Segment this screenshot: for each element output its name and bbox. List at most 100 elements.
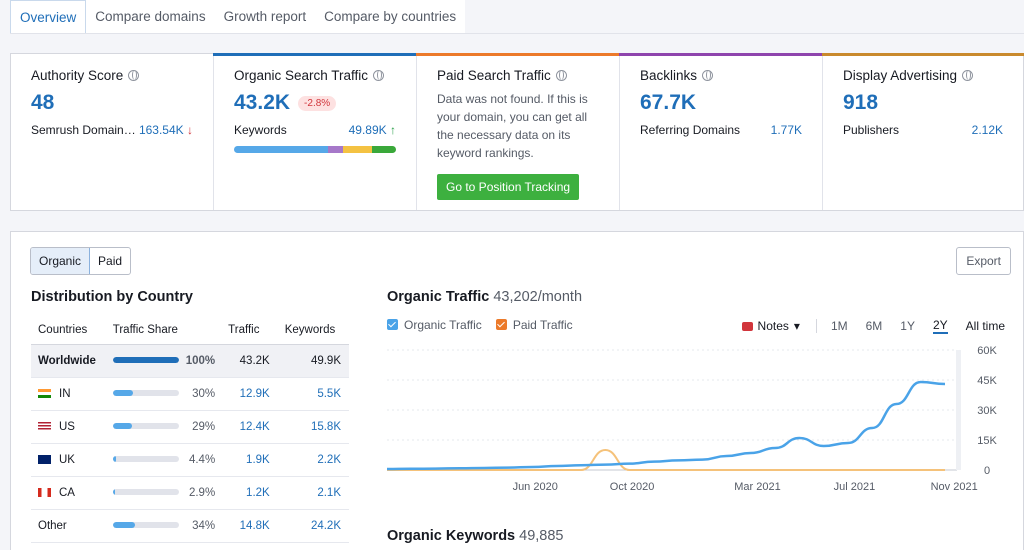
flag-uk-icon <box>38 454 51 464</box>
globe-icon <box>128 70 140 81</box>
checkbox-icon <box>387 319 398 330</box>
tab-compare-domains[interactable]: Compare domains <box>86 0 215 34</box>
traffic-value[interactable]: 1.9K <box>221 443 278 477</box>
x-tick-label: Jul 2021 <box>834 481 876 493</box>
tab-compare-by-countries[interactable]: Compare by countries <box>315 0 466 34</box>
traffic-share-value: 2.9% <box>178 476 222 510</box>
keywords-value[interactable]: 49.9K <box>277 344 349 378</box>
globe-icon <box>373 70 385 81</box>
traffic-delta-badge: -2.8% <box>298 95 337 111</box>
y-tick-label: 30K <box>977 405 997 417</box>
keywords-value[interactable]: 2.2K <box>277 443 349 477</box>
referring-domains-value[interactable]: 1.77K <box>770 123 802 137</box>
tabs-divider <box>10 33 1024 34</box>
traffic-share-value: 30% <box>178 377 222 411</box>
card-accent-line <box>213 53 417 56</box>
organic-traffic-title: Organic Traffic 43,202/month <box>387 289 582 305</box>
globe-icon <box>962 70 974 81</box>
notes-icon <box>741 321 753 331</box>
toggle-organic[interactable]: Organic <box>31 248 91 274</box>
keyword-segment <box>371 146 396 153</box>
country-name: CA <box>59 486 75 499</box>
legend-organic-traffic[interactable]: Organic Traffic <box>387 318 482 332</box>
organic-traffic-chart[interactable]: 0 15K 30K 45K 60K Jun 2020 Oct 2020 Mar 2021 Jul… <box>387 344 1015 494</box>
table-row[interactable]: US 29% 12.4K 15.8K <box>31 410 349 444</box>
arrow-down-icon: ↓ <box>187 123 193 137</box>
table-row[interactable]: UK 4.4% 1.9K 2.2K <box>31 443 349 477</box>
semrush-rank-value[interactable]: 163.54K <box>138 123 184 137</box>
authority-score-card[interactable]: Authority Score 48 Semrush Domain… 163.5… <box>11 54 214 210</box>
toggle-paid[interactable]: Paid <box>98 254 123 268</box>
paid-traffic-line[interactable] <box>387 448 945 471</box>
go-to-position-tracking-button[interactable]: Go to Position Tracking <box>437 174 580 200</box>
y-tick-label: 15K <box>977 435 997 447</box>
keyword-segment <box>234 146 328 153</box>
range-1y[interactable]: 1Y <box>900 319 915 333</box>
keywords-value[interactable]: 49.89K <box>348 123 387 137</box>
range-6m[interactable]: 6M <box>865 319 883 333</box>
legend-paid-traffic[interactable]: Paid Traffic <box>495 318 573 332</box>
report-tabs: Overview Compare domains Growth report C… <box>10 0 466 34</box>
x-tick-label: Oct 2020 <box>610 481 655 493</box>
organic-search-traffic-card[interactable]: Organic Search Traffic 43.2K -2.8% Keywor… <box>213 53 417 210</box>
backlinks-title: Backlinks <box>640 68 698 83</box>
traffic-value[interactable]: 1.2K <box>221 476 278 510</box>
table-header: Countries Traffic Share Traffic Keywords <box>31 317 349 345</box>
display-advertising-card[interactable]: Display Advertising 918 Publishers 2.12K <box>822 53 1024 210</box>
arrow-up-icon: ↑ <box>390 123 396 137</box>
organic-keywords-title: Organic Keywords 49,885 <box>387 528 563 544</box>
traffic-value[interactable]: 14.8K <box>221 509 278 543</box>
keywords-label: Keywords <box>234 123 287 137</box>
country-name: Worldwide <box>38 354 96 367</box>
organic-search-traffic-title: Organic Search Traffic <box>234 68 369 83</box>
keywords-value[interactable]: 5.5K <box>277 377 349 411</box>
tab-overview[interactable]: Overview <box>10 0 87 34</box>
organic-keywords-value: 49,885 <box>519 528 564 544</box>
organic-paid-toggle: Organic Paid <box>30 247 132 275</box>
table-row[interactable]: CA 2.9% 1.2K 2.1K <box>31 476 349 510</box>
traffic-value[interactable]: 43.2K <box>221 344 278 378</box>
legend-organic-label: Organic Traffic <box>404 318 482 332</box>
export-button[interactable]: Export <box>956 247 1011 275</box>
range-all-time[interactable]: All time <box>965 319 1005 333</box>
notes-dropdown[interactable]: Notes ▾ <box>741 319 800 333</box>
col-traffic-share: Traffic Share <box>105 317 222 345</box>
traffic-share-bar <box>112 357 179 364</box>
traffic-value[interactable]: 12.4K <box>221 410 278 444</box>
traffic-share-bar <box>112 489 179 496</box>
traffic-share-bar <box>112 390 179 397</box>
y-tick-label: 0 <box>984 465 990 477</box>
x-tick-label: Jun 2020 <box>513 481 558 493</box>
keyword-distribution-bar[interactable] <box>234 146 396 153</box>
display-advertising-value[interactable]: 918 <box>843 91 879 114</box>
traffic-share-value: 100% <box>178 344 222 378</box>
table-row[interactable]: Other 34% 14.8K 24.2K <box>31 509 349 543</box>
checkbox-icon <box>495 319 507 330</box>
range-2y[interactable]: 2Y <box>932 318 948 334</box>
globe-icon <box>702 70 714 81</box>
publishers-value[interactable]: 2.12K <box>971 123 1003 137</box>
backlinks-value[interactable]: 67.7K <box>640 91 697 114</box>
distribution-table: Countries Traffic Share Traffic Keywords… <box>31 317 349 543</box>
organic-traffic-monthly: 43,202/month <box>493 289 583 305</box>
col-countries: Countries <box>31 317 106 345</box>
chart-scroll-handle[interactable] <box>956 350 961 470</box>
flag-ca-icon <box>38 487 51 497</box>
organic-traffic-value[interactable]: 43.2K <box>234 91 291 114</box>
legend-paid-label: Paid Traffic <box>512 318 573 332</box>
traffic-value[interactable]: 12.9K <box>221 377 278 411</box>
globe-icon <box>555 70 567 81</box>
authority-score-value[interactable]: 48 <box>31 91 55 114</box>
keywords-value[interactable]: 24.2K <box>277 509 349 543</box>
tab-growth-report[interactable]: Growth report <box>214 0 316 34</box>
keywords-value[interactable]: 15.8K <box>277 410 349 444</box>
keywords-value[interactable]: 2.1K <box>277 476 349 510</box>
organic-traffic-line[interactable] <box>387 380 946 471</box>
range-divider <box>815 319 817 333</box>
table-row[interactable]: Worldwide 100% 43.2K 49.9K <box>31 344 349 378</box>
range-1m[interactable]: 1M <box>830 319 848 333</box>
traffic-share-value: 4.4% <box>178 443 222 477</box>
backlinks-card[interactable]: Backlinks 67.7K Referring Domains 1.77K <box>619 53 823 210</box>
chevron-down-icon: ▾ <box>793 319 800 333</box>
table-row[interactable]: IN 30% 12.9K 5.5K <box>31 377 349 411</box>
